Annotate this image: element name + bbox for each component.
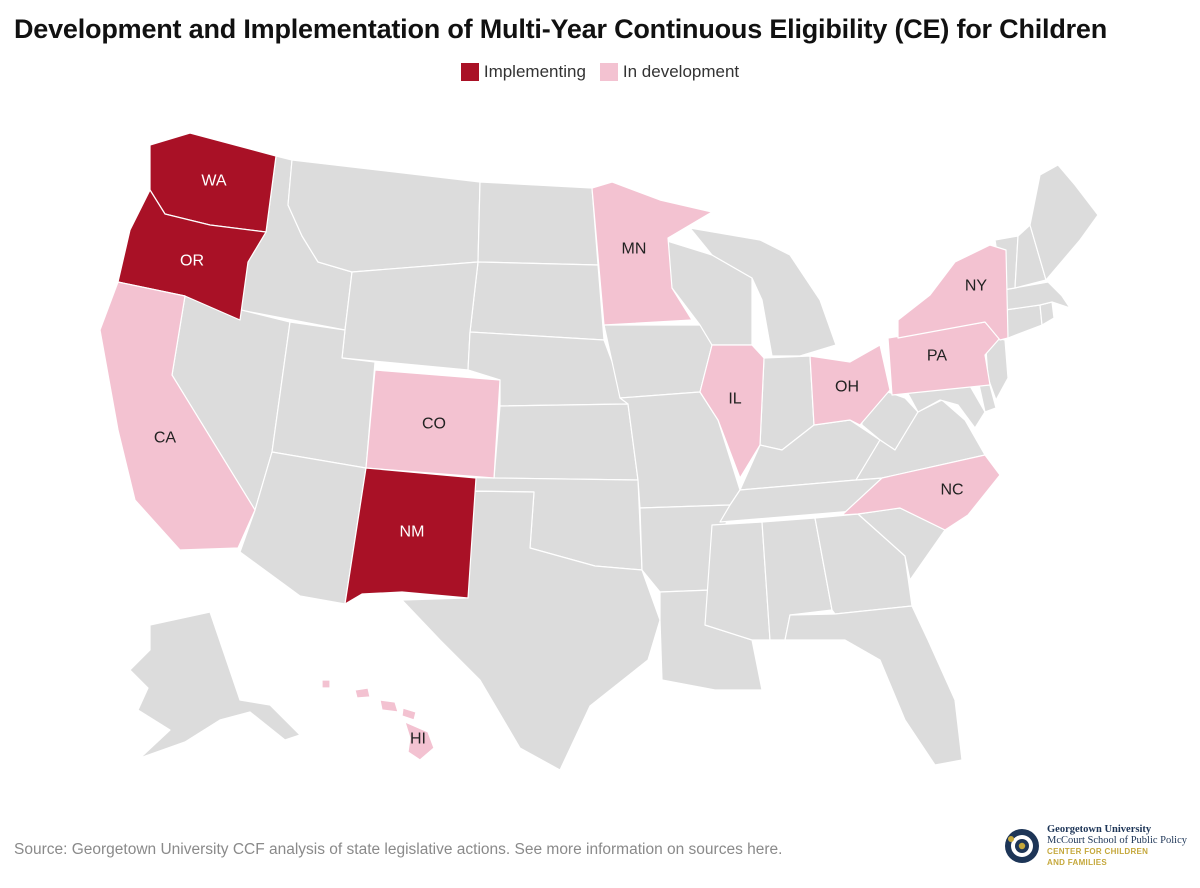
state-md — [904, 385, 986, 429]
state-co — [365, 369, 501, 479]
state-wy — [341, 261, 479, 371]
other-states — [129, 155, 1099, 771]
legend-label-in-development: In development — [622, 62, 740, 81]
state-nd — [477, 181, 599, 266]
state-ri — [1039, 301, 1055, 326]
state-oh — [809, 344, 891, 426]
state-il — [699, 344, 765, 479]
state-labels: WA OR CA CO NM MN IL OH PA NY NC HI — [154, 173, 988, 748]
label-wa: WA — [201, 173, 227, 190]
state-mi — [689, 227, 837, 357]
state-ny — [897, 244, 1009, 341]
state-mt — [287, 159, 481, 273]
label-ny: NY — [965, 278, 988, 295]
legend: Implementing In development — [0, 62, 1200, 82]
label-mn: MN — [622, 241, 647, 258]
state-ia — [603, 324, 713, 399]
label-nc: NC — [940, 482, 963, 499]
state-tx — [397, 489, 661, 771]
state-fl — [784, 605, 963, 766]
state-sd — [469, 261, 605, 341]
state-ms — [704, 521, 771, 641]
georgetown-seal-icon — [1005, 829, 1039, 863]
logo-line-3: CENTER FOR CHILDREN — [1047, 847, 1149, 856]
state-ks — [493, 403, 639, 481]
state-mn — [591, 181, 713, 326]
logo-line-2: McCourt School of Public Policy — [1047, 835, 1187, 846]
georgetown-logo[interactable]: Georgetown University McCourt School of … — [1003, 824, 1187, 868]
legend-item-in-development: In development — [599, 62, 740, 82]
highlighted-states — [99, 132, 1009, 761]
legend-swatch-implementing — [460, 63, 479, 81]
label-co: CO — [422, 416, 446, 433]
label-il: IL — [728, 391, 741, 408]
state-ca — [99, 281, 256, 551]
state-or — [117, 189, 267, 321]
state-nc — [841, 454, 1001, 531]
label-pa: PA — [927, 348, 947, 365]
source-note: Source: Georgetown University CCF analys… — [14, 841, 783, 858]
label-hi: HI — [410, 731, 426, 748]
legend-item-implementing: Implementing — [460, 62, 586, 82]
label-ca: CA — [154, 430, 177, 447]
state-ma — [1002, 281, 1071, 311]
legend-swatch-in-development — [599, 63, 618, 81]
state-nm — [344, 467, 477, 605]
state-ak — [129, 611, 301, 759]
page-title: Development and Implementation of Multi-… — [14, 14, 1108, 44]
label-or: OR — [180, 253, 204, 270]
label-nm: NM — [400, 524, 425, 541]
legend-label-implementing: Implementing — [483, 62, 586, 81]
logo-line-1: Georgetown University — [1047, 824, 1152, 835]
logo-text: Georgetown University McCourt School of … — [1047, 824, 1187, 868]
state-me — [1029, 164, 1099, 281]
state-ct — [1004, 304, 1043, 339]
label-oh: OH — [835, 379, 859, 396]
logo-line-4: AND FAMILIES — [1047, 858, 1108, 867]
state-hi — [321, 679, 435, 761]
